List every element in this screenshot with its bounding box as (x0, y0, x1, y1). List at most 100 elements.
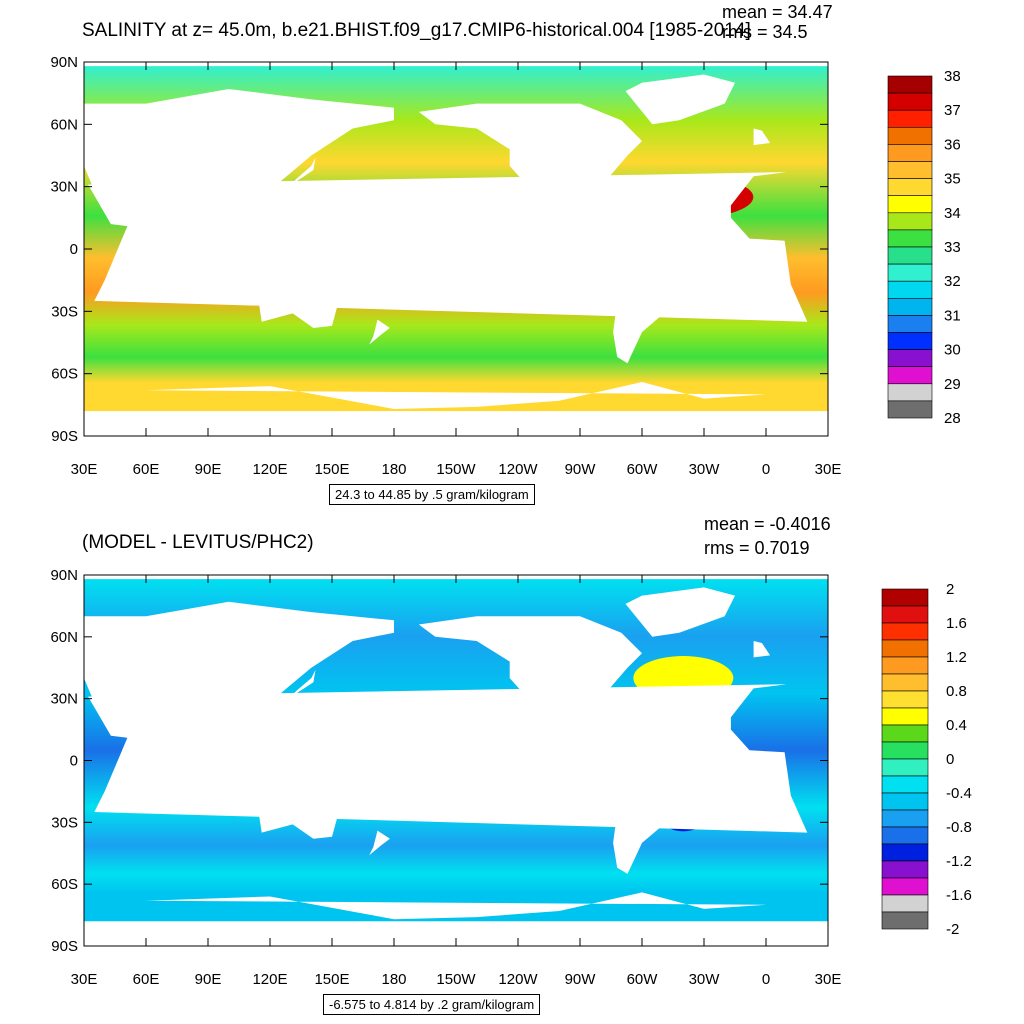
colorbar-swatch (881, 826, 929, 845)
colorbar-swatch (881, 724, 929, 743)
y-tick-label: 30S (51, 814, 78, 831)
colorbar-label: 1.6 (946, 615, 967, 632)
colorbar-swatch (887, 332, 933, 350)
colorbar-swatch (881, 860, 929, 879)
x-tick-label: 0 (762, 461, 770, 478)
colorbar-swatch (887, 246, 933, 265)
y-tick-label: 30N (50, 691, 78, 708)
colorbar-swatch (887, 263, 933, 282)
colorbar-swatch (887, 144, 933, 162)
colorbar-swatch (887, 109, 933, 128)
colorbar-label: 36 (944, 136, 961, 153)
colorbar-label: 0.8 (946, 683, 967, 700)
colorbar-swatch (887, 229, 933, 248)
colorbar-swatch (887, 383, 933, 402)
colorbar-swatch (887, 280, 933, 299)
panel-title: SALINITY at z= 45.0m, b.e21.BHIST.f09_g1… (82, 20, 751, 41)
colorbar-swatch (881, 622, 929, 641)
x-tick-label: 30E (815, 971, 842, 988)
y-tick-label: 30N (50, 179, 78, 196)
colorbar-swatch (881, 605, 929, 624)
colorbar-swatch (881, 911, 929, 930)
land-greenland (625, 74, 735, 125)
land-southamerica (598, 228, 694, 364)
x-tick-label: 150W (436, 461, 476, 478)
land-madagascar (112, 273, 126, 301)
x-tick-label: 90W (565, 971, 597, 988)
colorbar-swatch (881, 690, 929, 709)
x-tick-label: 30E (71, 461, 98, 478)
x-tick-label: 60E (133, 461, 160, 478)
land-australia (257, 271, 339, 328)
land-japan (290, 157, 316, 185)
contour-range-note: 24.3 to 44.85 by .5 gram/kilogram (329, 484, 535, 505)
y-tick-label: 60N (50, 629, 78, 646)
x-tick-label: 150E (314, 971, 349, 988)
land-northamerica (418, 616, 642, 744)
x-tick-label: 180 (381, 461, 406, 478)
y-tick-label: 90S (51, 428, 78, 445)
colorbar-swatch (887, 75, 933, 94)
colorbar-swatch (881, 673, 929, 692)
colorbar-label: 29 (944, 376, 961, 393)
colorbar-label: 30 (944, 342, 961, 359)
panel-title: (MODEL - LEVITUS/PHC2) (82, 532, 314, 553)
land-eurasia (84, 89, 394, 233)
x-tick-label: 30E (71, 971, 98, 988)
colorbar-label: 0.4 (946, 717, 967, 734)
x-tick-label: 0 (762, 971, 770, 988)
colorbar-label: 2 (946, 581, 954, 598)
colorbar-swatch (887, 178, 933, 197)
colorbar-swatch (881, 639, 929, 658)
land-japan (290, 669, 316, 697)
colorbar-label: -0.4 (946, 785, 972, 802)
land-madagascar (112, 785, 126, 812)
colorbar-swatch (881, 877, 929, 896)
land-uk (753, 641, 771, 658)
land-indonesia (218, 750, 270, 777)
x-tick-label: 120E (252, 971, 287, 988)
colorbar-swatch (887, 212, 933, 231)
y-tick-label: 60S (51, 876, 78, 893)
land-newzealand (369, 830, 390, 856)
x-tick-label: 120W (498, 461, 538, 478)
y-tick-label: 90S (51, 938, 78, 955)
land-indonesia (218, 238, 270, 266)
x-tick-label: 30E (815, 461, 842, 478)
colorbar-swatch (881, 894, 929, 913)
x-tick-label: 30W (689, 461, 721, 478)
x-tick-label: 180 (381, 971, 406, 988)
colorbar-label: -0.8 (946, 819, 972, 836)
colorbar-swatch (881, 707, 929, 726)
land-southamerica (598, 739, 694, 874)
colorbar-swatch (887, 127, 933, 145)
contour-range-note: -6.575 to 4.814 by .2 gram/kilogram (323, 994, 541, 1015)
mean-label: mean = -0.4016 (704, 514, 831, 534)
x-tick-label: 30W (689, 971, 721, 988)
land-greenland (625, 587, 735, 637)
colorbar-swatch (881, 809, 929, 828)
colorbar-label: 37 (944, 102, 961, 119)
colorbar-swatch (887, 161, 933, 179)
colorbar-swatch (887, 195, 933, 214)
colorbar-swatch (881, 588, 929, 607)
x-tick-label: 90E (195, 971, 222, 988)
x-tick-label: 120W (498, 971, 538, 988)
colorbar-label: 28 (944, 410, 961, 427)
rms-label: rms = 34.5 (722, 22, 808, 42)
colorbar-swatch (887, 349, 933, 368)
colorbar-swatch (887, 366, 933, 385)
colorbar-label: -1.6 (946, 887, 972, 904)
colorbar-swatch (887, 297, 933, 316)
colorbar-label: -2 (946, 921, 959, 938)
land-uk (753, 128, 771, 146)
y-tick-label: 90N (50, 54, 78, 71)
land-northamerica (418, 103, 642, 233)
x-tick-label: 60W (627, 461, 659, 478)
land-antarctica (146, 382, 766, 436)
x-tick-label: 90E (195, 461, 222, 478)
land-antarctica (146, 892, 766, 946)
colorbar-label: 31 (944, 307, 961, 324)
mean-label: mean = 34.47 (722, 2, 833, 22)
